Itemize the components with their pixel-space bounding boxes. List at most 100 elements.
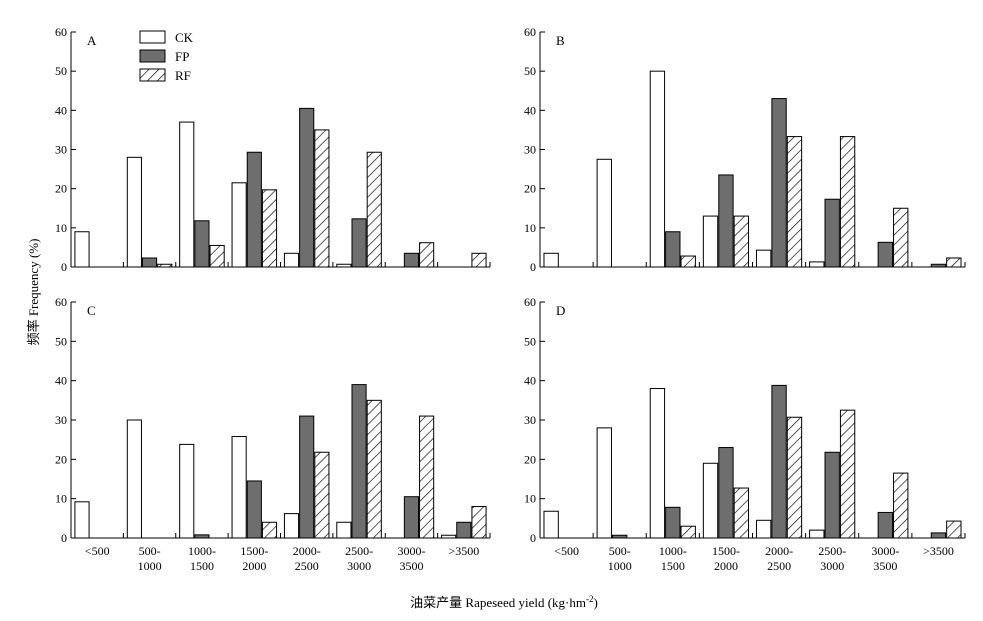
bar-rf bbox=[839, 136, 856, 268]
x-axis-title-sup: -2 bbox=[586, 594, 594, 604]
bar-fp bbox=[246, 480, 262, 539]
panel-label: D bbox=[556, 303, 565, 318]
x-tick-label: 1000-1500 bbox=[188, 544, 216, 573]
bar-rf bbox=[261, 189, 278, 268]
bar-ck bbox=[74, 231, 90, 268]
bar-fp bbox=[771, 98, 787, 268]
bar-ck bbox=[809, 529, 825, 539]
y-tick-label: 50 bbox=[524, 334, 536, 348]
bar-rf bbox=[366, 151, 382, 268]
bar-fp bbox=[194, 220, 210, 268]
y-tick-label: 0 bbox=[61, 531, 67, 545]
y-tick-label: 40 bbox=[55, 103, 67, 117]
bar-rf bbox=[314, 451, 330, 539]
y-tick-label: 60 bbox=[55, 25, 67, 39]
y-tick-label: 60 bbox=[55, 295, 67, 309]
y-tick-label: 10 bbox=[55, 492, 67, 506]
y-tick-label: 30 bbox=[55, 413, 67, 427]
x-tick-label: >3500 bbox=[923, 544, 954, 558]
y-tick-label: 40 bbox=[55, 374, 67, 388]
bar-fp bbox=[141, 257, 158, 268]
bar-ck bbox=[231, 182, 247, 268]
y-tick-label: 10 bbox=[55, 221, 67, 235]
panel-label: C bbox=[87, 303, 96, 318]
bar-fp bbox=[930, 263, 947, 268]
bar-rf bbox=[946, 257, 962, 268]
bar-fp bbox=[930, 532, 947, 539]
bar-rf bbox=[209, 244, 225, 268]
bar-fp bbox=[299, 415, 315, 539]
y-tick-label: 20 bbox=[524, 182, 536, 196]
bar-rf bbox=[839, 409, 856, 539]
x-tick-label: 2500-3000 bbox=[818, 544, 846, 573]
bar-fp bbox=[403, 496, 420, 539]
bar-rf bbox=[893, 207, 909, 268]
bar-ck bbox=[543, 252, 559, 268]
y-tick-label: 50 bbox=[55, 64, 67, 78]
y-axis-title: 频率 Frequency (%) bbox=[26, 239, 41, 346]
bar-ck bbox=[231, 436, 247, 539]
x-tick-label: 1500-2000 bbox=[240, 544, 268, 573]
x-tick-label: 1000-1500 bbox=[659, 544, 687, 573]
bar-rf bbox=[893, 472, 909, 539]
y-tick-label: 20 bbox=[55, 452, 67, 466]
bar-ck bbox=[441, 534, 457, 539]
bar-rf bbox=[786, 416, 803, 539]
bar-rf bbox=[733, 215, 750, 268]
bar-fp bbox=[877, 511, 893, 539]
x-tick-label: 2000-2500 bbox=[293, 544, 321, 573]
legend-label-rf: RF bbox=[175, 68, 191, 83]
bar-ck bbox=[283, 513, 300, 539]
bar-fp bbox=[877, 241, 893, 268]
panel-label: A bbox=[87, 33, 97, 48]
legend-swatch-fp bbox=[139, 49, 166, 63]
y-tick-label: 30 bbox=[524, 413, 536, 427]
x-tick-label: 2500-3000 bbox=[345, 544, 373, 573]
bar-rf bbox=[680, 525, 696, 539]
bar-ck bbox=[283, 252, 300, 268]
bar-ck bbox=[596, 427, 612, 539]
y-tick-label: 60 bbox=[524, 295, 536, 309]
y-tick-label: 0 bbox=[530, 260, 536, 274]
x-axis-title-main: 油菜产量 Rapeseed yield (kg·hm bbox=[410, 595, 586, 610]
y-tick-label: 10 bbox=[524, 492, 536, 506]
x-tick-label: <500 bbox=[85, 544, 110, 558]
legend-label-fp: FP bbox=[175, 49, 189, 64]
bar-fp bbox=[665, 506, 681, 539]
bar-rf bbox=[419, 242, 435, 268]
legend-label-ck: CK bbox=[175, 30, 194, 45]
bar-rf bbox=[157, 263, 173, 268]
bar-fp bbox=[665, 231, 681, 268]
y-tick-label: 10 bbox=[524, 221, 536, 235]
bar-fp bbox=[299, 107, 315, 268]
bar-rf bbox=[471, 506, 487, 539]
y-tick-label: 40 bbox=[524, 374, 536, 388]
bar-ck bbox=[809, 261, 825, 268]
bar-ck bbox=[755, 249, 772, 268]
bar-rf bbox=[786, 136, 803, 268]
panels: 0 10 20 30 40 50 60 A 0 10 20 30 40 50 60 B 0 10 20 30 40 50 6… bbox=[55, 25, 966, 573]
y-tick-label: 60 bbox=[524, 25, 536, 39]
y-tick-label: 50 bbox=[524, 64, 536, 78]
bar-ck bbox=[702, 215, 719, 268]
bar-fp bbox=[246, 151, 262, 268]
bar-ck bbox=[179, 443, 195, 539]
bar-rf bbox=[946, 520, 962, 539]
y-tick-label: 40 bbox=[524, 103, 536, 117]
bar-rf bbox=[733, 487, 750, 539]
x-tick-label: 3000-3500 bbox=[871, 544, 899, 573]
panel-B: 0 10 20 30 40 50 60 B bbox=[524, 25, 966, 274]
panel-label: B bbox=[556, 33, 565, 48]
y-tick-label: 0 bbox=[530, 531, 536, 545]
x-axis-title: 油菜产量 Rapeseed yield (kg·hm-2) bbox=[410, 594, 598, 610]
y-tick-label: 20 bbox=[524, 452, 536, 466]
bar-ck bbox=[649, 388, 666, 539]
x-tick-label: 3000-3500 bbox=[397, 544, 425, 573]
bar-ck bbox=[179, 121, 195, 268]
bar-rf bbox=[366, 399, 382, 539]
legend: CK FP RF bbox=[139, 30, 194, 83]
bar-ck bbox=[755, 519, 772, 539]
y-tick-label: 20 bbox=[55, 182, 67, 196]
bar-fp bbox=[403, 252, 420, 268]
